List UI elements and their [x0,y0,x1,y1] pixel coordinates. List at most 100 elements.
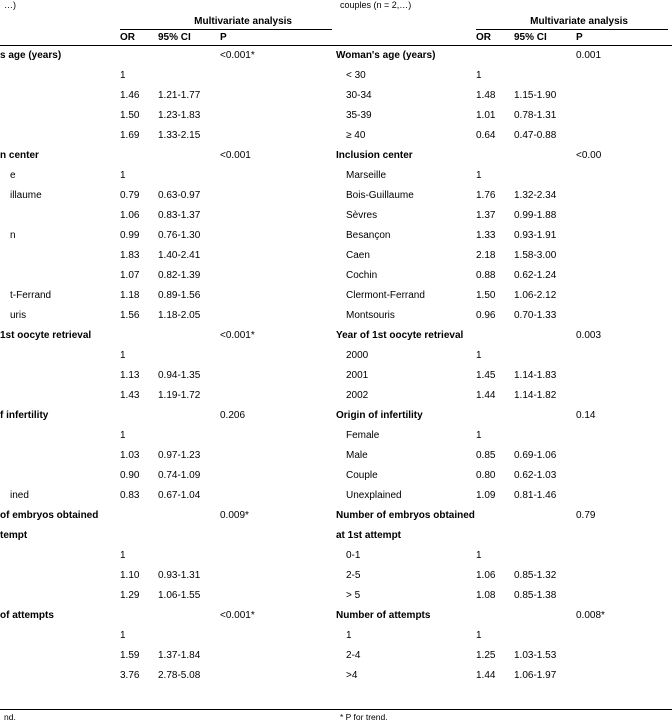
row-or: 1 [476,548,514,564]
row-ci: 0.83-1.37 [158,208,220,224]
row-or [476,608,514,624]
table-row: Year of 1st oocyte retrieval0.003 [336,326,672,346]
row-p [576,288,624,304]
row-label: Bois-Guillaume [336,188,476,204]
table-row: 1.100.93-1.31 [0,566,336,586]
row-p [220,88,268,104]
row-p [576,648,624,664]
right-caption: couples (n = 2,…) [336,0,672,14]
row-or: 1.18 [120,288,158,304]
row-p [220,488,268,504]
table-row: 2-41.251.03-1.53 [336,646,672,666]
right-footnote: * P for trend. [336,709,672,724]
row-label [0,68,120,84]
row-or: 1.29 [120,588,158,604]
row-ci: 0.85-1.38 [514,588,576,604]
row-p [220,348,268,364]
row-p: 0.008* [576,608,624,624]
row-label: Woman's age (years) [336,48,476,64]
row-label: of attempts [0,608,120,624]
row-label [0,588,120,604]
row-p [576,448,624,464]
row-label: 2-5 [336,568,476,584]
row-p [220,588,268,604]
col-p-header: P [220,32,268,43]
table-row: Number of embryos obtained0.79 [336,506,672,526]
row-label [0,388,120,404]
row-ci: 0.93-1.91 [514,228,576,244]
row-or [476,408,514,424]
row-p [576,188,624,204]
table-row: 1.591.37-1.84 [0,646,336,666]
table-row: 1 [0,626,336,646]
row-label: at 1st attempt [336,528,476,544]
row-ci [158,548,220,564]
row-p [220,648,268,664]
row-label: Unexplained [336,488,476,504]
row-ci: 0.81-1.46 [514,488,576,504]
table-row: s age (years)<0.001* [0,46,336,66]
row-or: 1.37 [476,208,514,224]
row-p [576,488,624,504]
row-or: 1 [120,68,158,84]
row-or: 1.10 [120,568,158,584]
row-label: >4 [336,668,476,684]
row-p [576,68,624,84]
table-row: 0.900.74-1.09 [0,466,336,486]
left-header: Multivariate analysis OR 95% CI P [0,14,336,46]
row-or [476,508,514,524]
row-ci [158,528,220,544]
row-ci: 1.33-2.15 [158,128,220,144]
row-ci [158,168,220,184]
row-or [476,148,514,164]
row-label: 0-1 [336,548,476,564]
row-ci [514,328,576,344]
row-p: <0.001 [220,148,268,164]
table-row: Besançon1.330.93-1.91 [336,226,672,246]
table-row: Couple0.800.62-1.03 [336,466,672,486]
table-row: ≥ 400.640.47-0.88 [336,126,672,146]
row-or: 1.33 [476,228,514,244]
table-row: t-Ferrand1.180.89-1.56 [0,286,336,306]
row-label: 2001 [336,368,476,384]
row-or: 3.76 [120,668,158,684]
left-table-body: s age (years)<0.001*11.461.21-1.771.501.… [0,46,336,709]
row-p [576,308,624,324]
row-ci [514,48,576,64]
row-or: 1.50 [476,288,514,304]
row-ci [158,408,220,424]
table-row: 1st oocyte retrieval<0.001* [0,326,336,346]
row-label [0,628,120,644]
row-ci: 1.40-2.41 [158,248,220,264]
row-p [220,108,268,124]
row-label: Cochin [336,268,476,284]
row-or: 1 [120,628,158,644]
row-label: Marseille [336,168,476,184]
col-or-header: OR [120,32,158,43]
col-or-header: OR [476,32,514,43]
row-ci [514,428,576,444]
row-p [576,268,624,284]
table-row: < 301 [336,66,672,86]
row-or: 1.01 [476,108,514,124]
row-ci: 0.62-1.24 [514,268,576,284]
row-label: tempt [0,528,120,544]
table-row: Caen2.181.58-3.00 [336,246,672,266]
row-ci [514,628,576,644]
row-or: 1.43 [120,388,158,404]
row-ci: 0.93-1.31 [158,568,220,584]
row-p [576,108,624,124]
row-p: 0.14 [576,408,624,424]
table-row: Marseille1 [336,166,672,186]
row-ci: 0.47-0.88 [514,128,576,144]
row-label [0,208,120,224]
row-p [220,168,268,184]
col-ci-header: 95% CI [514,32,576,43]
row-ci [514,148,576,164]
row-or: 2.18 [476,248,514,264]
row-label [0,348,120,364]
row-p [576,588,624,604]
row-label: ≥ 40 [336,128,476,144]
table-row: of attempts<0.001* [0,606,336,626]
row-or: 1.13 [120,368,158,384]
